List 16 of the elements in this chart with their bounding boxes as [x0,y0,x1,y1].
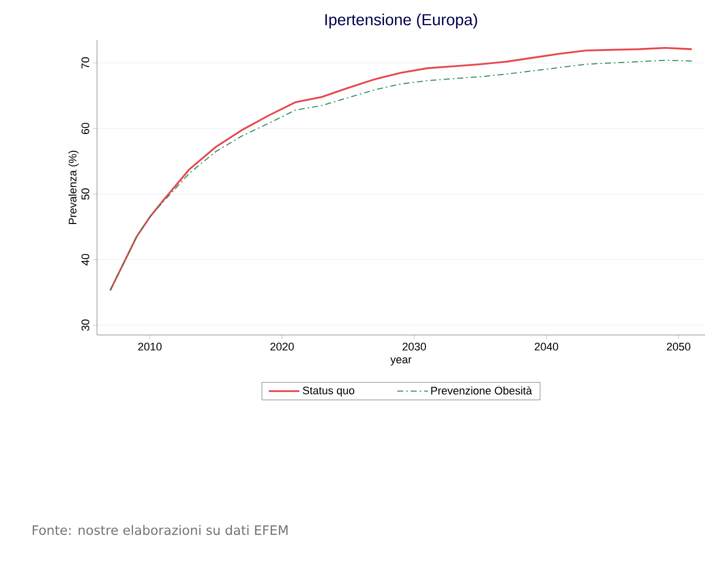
x-tick-label: 2040 [534,342,558,351]
y-tick-label: 70 [81,57,90,68]
x-tick-label: 2010 [138,342,162,351]
x-axis-title: year [390,357,412,366]
source-note: Fonte: nostre elaborazioni su dati EFEM [32,524,288,535]
y-tick-label: 40 [81,254,90,266]
x-tick-label: 2050 [666,342,690,351]
chart-title: Ipertensione (Europa) [325,14,478,28]
y-tick-label: 30 [81,319,90,331]
x-tick-label: 2020 [270,342,294,351]
legend-label: Status quo [302,386,354,396]
legend-label: Prevenzione Obesità [431,386,532,395]
y-axis-title: Prevalenza (%) [68,150,79,224]
x-tick-label: 2030 [402,342,426,351]
y-tick-label: 50 [81,188,90,200]
y-tick-label: 60 [81,122,90,134]
